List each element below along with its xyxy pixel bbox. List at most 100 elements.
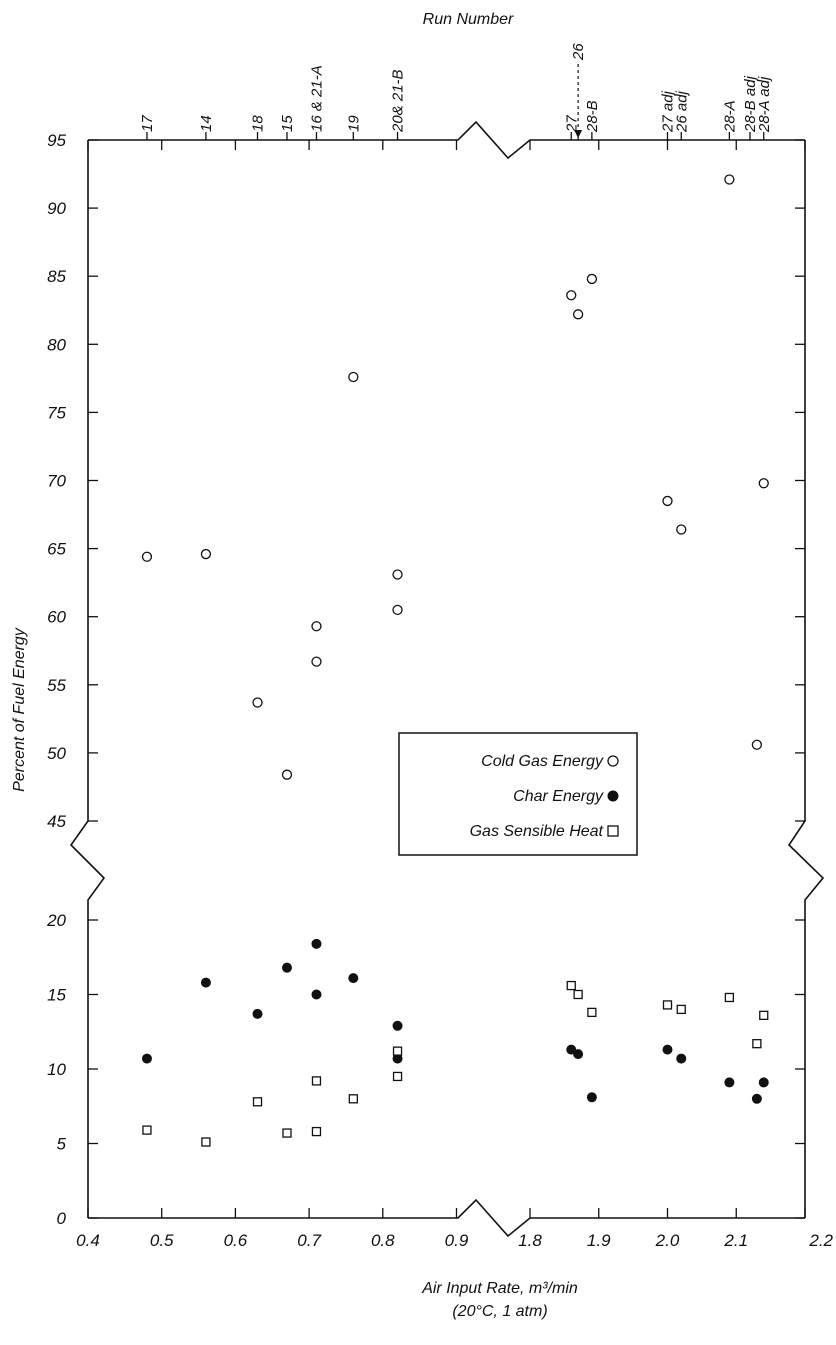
y-tick-label: 45 bbox=[47, 812, 66, 831]
cold-gas-energy-point bbox=[662, 495, 673, 507]
gas-sensible-heat-point bbox=[311, 1126, 322, 1137]
top-axis-title: Run Number bbox=[423, 11, 514, 28]
legend-marker-cold-gas bbox=[607, 755, 619, 767]
run-number-labels: 17 14 18 15 16 & 21-A 19 20& 21-B 27 26 28-B 27 ad… bbox=[139, 43, 773, 140]
char-energy-point bbox=[662, 1044, 673, 1055]
gas-sensible-heat-point bbox=[252, 1097, 263, 1107]
cold-gas-energy-point bbox=[572, 309, 584, 320]
run-label: 28-A adj bbox=[756, 76, 773, 133]
legend-marker-char bbox=[607, 790, 619, 802]
bottom-axis-line bbox=[88, 1198, 805, 1238]
y-tick-label: 5 bbox=[57, 1135, 67, 1154]
y-tick-label: 85 bbox=[47, 267, 66, 286]
legend-label-char: Char Energy bbox=[513, 788, 604, 805]
legend-box bbox=[398, 732, 638, 856]
x-tick-label: 1.9 bbox=[587, 1231, 611, 1250]
run-label: 27 adj bbox=[660, 90, 677, 133]
gas-sensible-heat-point bbox=[392, 1046, 403, 1056]
char-energy-point bbox=[724, 1077, 735, 1088]
char-energy-point bbox=[676, 1053, 687, 1064]
char-energy-point bbox=[566, 1044, 577, 1055]
legend: Cold Gas Energy Char Energy Gas Sensible… bbox=[398, 732, 638, 856]
x-tick-label: 0.8 bbox=[371, 1231, 395, 1250]
x-tick-label: 2.1 bbox=[723, 1231, 748, 1250]
cold-gas-energy-point bbox=[311, 621, 322, 632]
y-tick-label: 65 bbox=[47, 540, 66, 559]
y-tick-label: 60 bbox=[47, 608, 66, 627]
cold-gas-energy-point bbox=[141, 551, 153, 562]
run-label: 28-A bbox=[721, 100, 738, 133]
run-label: 14 bbox=[198, 115, 215, 132]
char-energy-point bbox=[586, 1092, 597, 1103]
run-label: 18 bbox=[250, 115, 267, 132]
gas-sensible-heat-point bbox=[142, 1125, 152, 1135]
legend-marker-sensible-heat bbox=[607, 825, 619, 837]
y-tick-label: 0 bbox=[57, 1209, 67, 1228]
run-label: 16 & 21-A bbox=[308, 65, 325, 132]
run-label: 26 adj bbox=[673, 90, 690, 133]
y-axis-title: Percent of Fuel Energy bbox=[11, 627, 28, 792]
y-tick-label: 70 bbox=[47, 472, 66, 491]
x-axis-title: Air Input Rate, m³/min bbox=[421, 1280, 578, 1297]
cold-gas-energy-point bbox=[311, 656, 322, 667]
char-energy-point bbox=[348, 973, 359, 984]
x-tick-label: 0.5 bbox=[150, 1231, 174, 1250]
axis-ticks bbox=[87, 139, 806, 1219]
y-tick-label: 50 bbox=[47, 744, 66, 763]
run-label: 15 bbox=[279, 115, 296, 132]
run-arrow-head bbox=[574, 130, 583, 138]
legend-label-sensible-heat: Gas Sensible Heat bbox=[470, 823, 604, 840]
char-energy-point bbox=[252, 1008, 263, 1019]
left-axis-line bbox=[69, 140, 106, 1218]
axis-tick-labels: 0 5 10 15 20 45 50 55 60 65 70 75 80 85 90 95 0.4 0.5 0.6 0… bbox=[46, 131, 833, 1250]
y-tick-label: 15 bbox=[47, 986, 66, 1005]
x-tick-label: 0.7 bbox=[297, 1231, 321, 1250]
cold-gas-energy-point bbox=[566, 290, 577, 301]
top-axis-line bbox=[88, 120, 805, 160]
char-energy-point bbox=[311, 989, 322, 1000]
run-label: 17 bbox=[139, 115, 156, 132]
gas-sensible-heat-point bbox=[752, 1039, 762, 1049]
cold-gas-energy-point bbox=[758, 478, 769, 489]
gas-sensible-heat-point bbox=[566, 980, 576, 991]
y-tick-label: 10 bbox=[47, 1060, 66, 1079]
char-energy-point bbox=[751, 1093, 762, 1104]
run-label: 19 bbox=[345, 115, 362, 132]
x-tick-label: 2.0 bbox=[655, 1231, 680, 1250]
gas-sensible-heat-point bbox=[662, 1000, 673, 1010]
run-label: 28-B bbox=[584, 100, 601, 133]
char-energy-point bbox=[141, 1053, 152, 1064]
gas-sensible-heat-point bbox=[348, 1094, 358, 1104]
run-label: 27 bbox=[563, 115, 580, 133]
y-tick-label: 20 bbox=[46, 911, 66, 930]
cold-gas-energy-point bbox=[724, 174, 735, 185]
gas-sensible-heat-point bbox=[676, 1004, 686, 1015]
run-label: 28-B adj bbox=[742, 75, 759, 133]
x-tick-label: 2.2 bbox=[808, 1231, 833, 1250]
y-tick-label: 80 bbox=[47, 335, 66, 354]
gas-sensible-heat-point bbox=[724, 992, 735, 1003]
y-tick-label: 55 bbox=[47, 676, 66, 695]
y-tick-label: 75 bbox=[47, 403, 66, 422]
y-tick-label: 95 bbox=[47, 131, 66, 150]
plot-frame bbox=[69, 120, 825, 1238]
run-label: 20& 21-B bbox=[390, 69, 407, 133]
char-energy-point bbox=[392, 1020, 403, 1031]
gas-sensible-heat-point bbox=[311, 1076, 322, 1086]
x-tick-label: 1.8 bbox=[518, 1231, 542, 1250]
gas-sensible-heat-point bbox=[587, 1007, 597, 1018]
char-energy-point bbox=[758, 1077, 769, 1088]
cold-gas-energy-point bbox=[252, 697, 263, 708]
right-axis-line bbox=[787, 140, 825, 1218]
gas-sensible-heat-point bbox=[201, 1137, 211, 1147]
char-energy-point bbox=[573, 1049, 584, 1060]
x-tick-label: 0.9 bbox=[445, 1231, 469, 1250]
data-marks bbox=[141, 174, 769, 1147]
cold-gas-energy-point bbox=[586, 273, 598, 285]
gas-sensible-heat-point bbox=[282, 1128, 292, 1138]
gas-sensible-heat-point bbox=[573, 989, 583, 1000]
cold-gas-energy-point bbox=[392, 604, 403, 616]
gas-sensible-heat-point bbox=[759, 1010, 769, 1021]
legend-label-cold-gas: Cold Gas Energy bbox=[481, 753, 604, 770]
x-axis-subtitle: (20°C, 1 atm) bbox=[452, 1303, 547, 1320]
